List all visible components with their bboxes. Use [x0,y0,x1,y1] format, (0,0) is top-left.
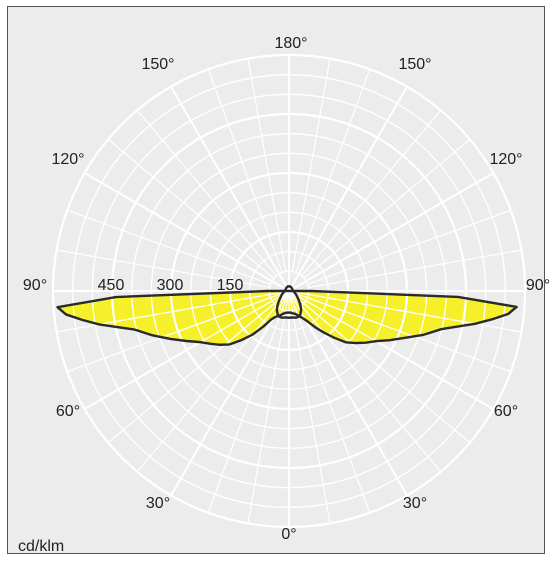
grid-spoke-140 [301,109,442,277]
grid-spoke-130 [303,138,471,279]
fill-grid-spoke-320 [136,291,290,345]
grid-spoke-170 [291,58,331,272]
angle-label-120-right: 120° [489,151,522,168]
grid-spoke-120 [288,172,494,292]
radial-tick-450: 450 [98,277,125,294]
grid-spoke-200 [207,69,283,273]
grid-spoke-220 [136,109,277,277]
unit-label: cd/klm [18,538,64,555]
fill-grid-spoke-40 [288,291,442,345]
grid-spoke-260 [56,249,270,289]
intensity-curves [56,285,518,346]
grid-spoke-10 [291,310,331,524]
angle-label-60-left: 60° [56,403,80,420]
angle-label-0: 0° [281,526,296,543]
angle-label-120-left: 120° [51,151,84,168]
angle-label-60-right: 60° [494,403,518,420]
fill-grid-spoke-50 [288,291,471,345]
angle-label-90-right: 90° [526,277,550,294]
chart-frame [7,6,545,554]
grid-spoke-230 [107,138,275,279]
grid-spoke-100 [308,249,522,289]
radial-tick-300: 300 [157,277,184,294]
angle-label-30-right: 30° [403,495,427,512]
grid-spoke-110 [307,209,511,285]
angle-label-150-right: 150° [398,56,431,73]
grid-spoke-250 [67,209,271,285]
fill-grid-spoke-300 [84,291,290,345]
grid-spoke-210 [170,86,290,292]
grid-spoke-30 [288,290,408,496]
angle-label-30-left: 30° [146,495,170,512]
curve-outline-secondary [275,285,303,319]
fill-grid-spoke-60 [288,291,494,345]
grid-spoke-160 [295,69,371,273]
grid-spoke-20 [295,309,371,513]
curve-outline-primary [56,289,518,346]
fill-grid-spoke-70 [288,291,511,345]
angle-label-180: 180° [274,35,307,52]
grid-spoke-330 [170,290,290,496]
grid-spoke-190 [247,58,287,272]
grid-spoke-150 [288,86,408,292]
chart-labels: 180° 150° 150° 120° 120° 90° 90° 450 300… [18,35,550,555]
grid-spoke-340 [207,309,283,513]
fill-grid-spoke-310 [107,291,290,345]
grid-spoke-350 [247,310,287,524]
grid-spoke-240 [84,172,290,292]
fill-grid-spoke-290 [67,291,290,345]
angle-label-150-left: 150° [141,56,174,73]
radial-tick-150: 150 [217,277,244,294]
angle-label-90-left: 90° [23,277,47,294]
